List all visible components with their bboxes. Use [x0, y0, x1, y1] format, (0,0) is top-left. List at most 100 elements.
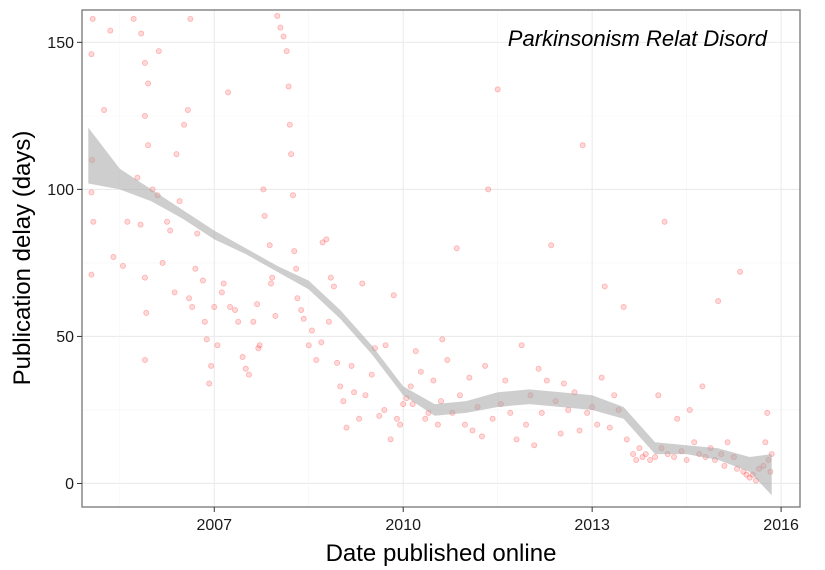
data-points — [88, 12, 775, 484]
data-point — [686, 406, 693, 413]
data-point — [409, 401, 416, 408]
axis-ticks: 0 50 100 150 2007 2010 2013 2016 — [47, 35, 799, 534]
data-point — [143, 309, 150, 316]
data-point — [277, 24, 284, 31]
data-point — [227, 304, 234, 311]
data-point — [466, 374, 473, 381]
data-point — [245, 371, 252, 378]
data-point — [266, 242, 273, 249]
data-point — [334, 359, 341, 366]
data-point — [548, 242, 555, 249]
data-point — [167, 227, 174, 234]
data-point — [242, 365, 249, 372]
data-point — [176, 198, 183, 205]
data-point — [715, 298, 722, 305]
data-point — [630, 451, 637, 458]
data-point — [88, 51, 95, 58]
data-point — [393, 415, 400, 422]
data-point — [255, 345, 262, 352]
data-point — [642, 451, 649, 458]
data-point — [218, 289, 225, 296]
data-point — [206, 380, 213, 387]
data-point — [683, 456, 690, 463]
data-point — [724, 439, 731, 446]
data-point — [584, 409, 591, 416]
data-point — [145, 142, 152, 149]
data-point — [620, 304, 627, 311]
data-point — [192, 265, 199, 272]
data-point — [294, 295, 301, 302]
data-point — [274, 12, 281, 19]
data-point — [531, 442, 538, 449]
data-point — [330, 283, 337, 290]
data-point — [250, 318, 257, 325]
data-point — [90, 218, 97, 225]
data-point — [469, 427, 476, 434]
data-point — [390, 292, 397, 299]
data-point — [325, 318, 332, 325]
data-point — [434, 421, 441, 428]
data-point — [576, 427, 583, 434]
data-point — [594, 421, 601, 428]
data-point — [201, 318, 208, 325]
data-point — [430, 377, 437, 384]
data-point — [220, 280, 227, 287]
data-point — [293, 265, 300, 272]
plot-panel — [82, 10, 800, 507]
data-point — [88, 189, 95, 196]
data-point — [494, 86, 501, 93]
data-point — [308, 327, 315, 334]
data-point — [557, 430, 564, 437]
data-point — [261, 212, 268, 219]
data-point — [453, 245, 460, 252]
data-point — [225, 89, 232, 96]
data-point — [489, 415, 496, 422]
data-point — [376, 412, 383, 419]
data-point — [173, 151, 180, 158]
data-point — [300, 315, 307, 322]
data-point — [164, 218, 171, 225]
data-point — [286, 121, 293, 128]
data-point — [283, 48, 290, 55]
data-point — [699, 383, 706, 390]
data-point — [208, 362, 215, 369]
data-point — [305, 342, 312, 349]
data-point — [107, 27, 114, 34]
data-point — [119, 262, 126, 269]
data-point — [671, 454, 678, 461]
data-point — [138, 30, 145, 37]
data-point — [203, 336, 210, 343]
data-point — [417, 368, 424, 375]
data-point — [343, 424, 350, 431]
plot-annotation: Parkinsonism Relat Disord — [508, 26, 768, 51]
data-point — [400, 401, 407, 408]
data-point — [485, 186, 492, 193]
data-point — [184, 106, 191, 113]
data-point — [351, 389, 358, 396]
data-point — [235, 318, 242, 325]
data-point — [601, 283, 608, 290]
data-point — [254, 301, 261, 308]
data-point — [298, 306, 305, 313]
data-point — [762, 439, 769, 446]
data-point — [141, 112, 148, 119]
data-point — [456, 392, 463, 399]
data-point — [655, 392, 662, 399]
data-point — [280, 33, 287, 40]
data-point — [134, 174, 141, 181]
grid-lines — [82, 10, 800, 507]
data-point — [478, 433, 485, 440]
data-point — [232, 306, 239, 313]
x-tick-label: 2013 — [574, 517, 610, 534]
data-point — [368, 371, 375, 378]
data-point — [141, 59, 148, 66]
data-point — [359, 280, 366, 287]
data-point — [356, 415, 363, 422]
data-point — [518, 342, 525, 349]
data-point — [318, 339, 325, 346]
data-point — [661, 218, 668, 225]
data-point — [285, 83, 292, 90]
data-point — [737, 268, 744, 275]
data-point — [89, 15, 96, 22]
